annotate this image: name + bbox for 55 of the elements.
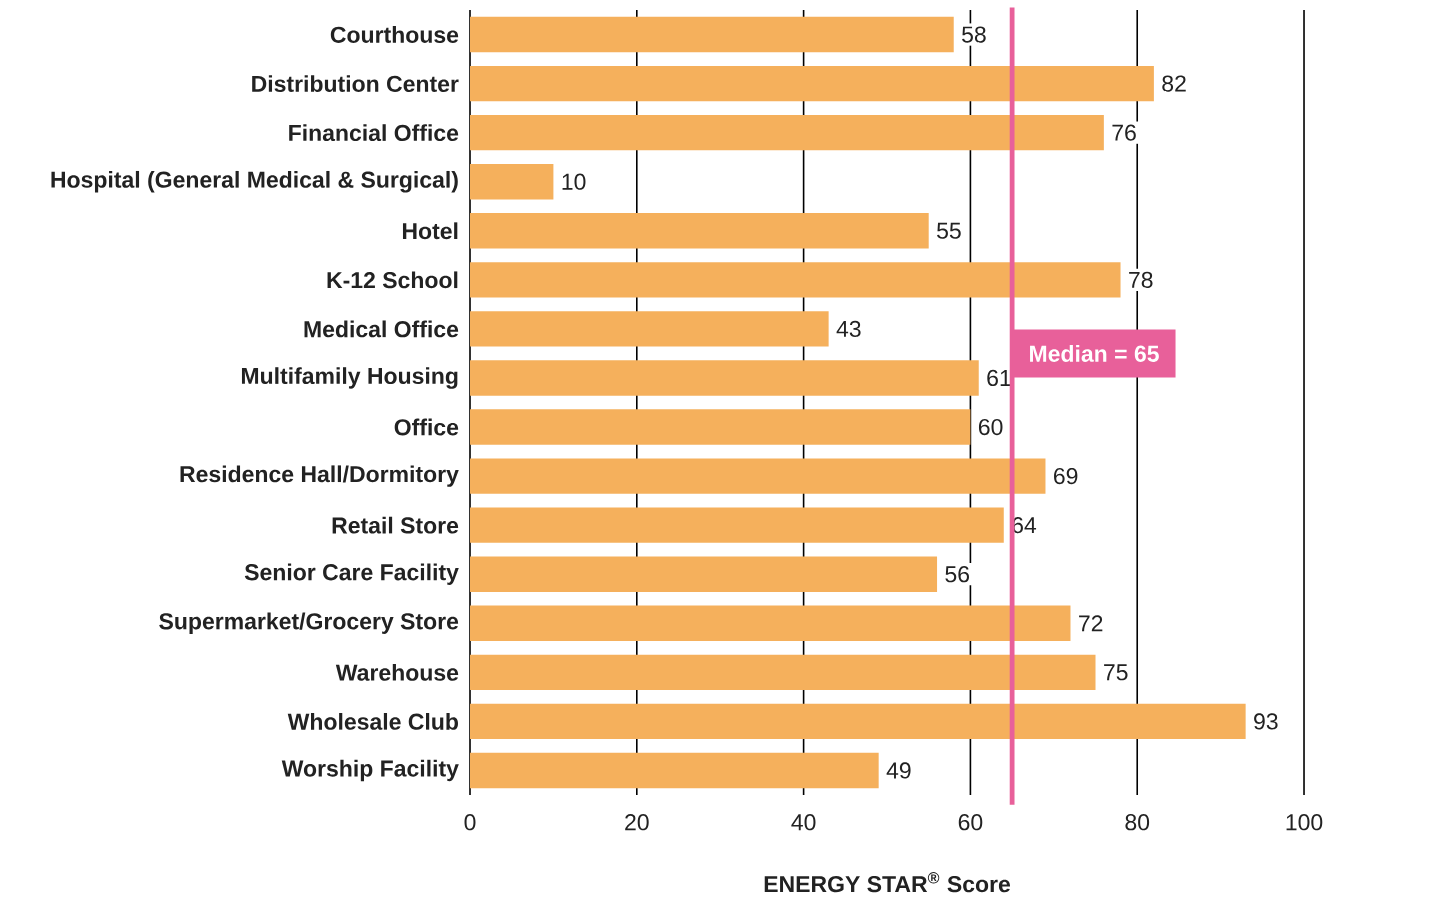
bar bbox=[470, 16, 954, 53]
bar bbox=[470, 654, 1096, 691]
data-label: 60 bbox=[978, 418, 1003, 436]
y-tick-label: Hotel bbox=[402, 222, 458, 240]
y-tick-label: Multifamily Housing bbox=[241, 367, 458, 389]
data-label: 55 bbox=[937, 222, 961, 239]
bar bbox=[470, 409, 971, 445]
data-label: 69 bbox=[1054, 467, 1078, 485]
data-label: 72 bbox=[1079, 615, 1103, 632]
data-label: 76 bbox=[1112, 124, 1136, 141]
bar bbox=[470, 360, 979, 396]
data-label: 93 bbox=[1254, 713, 1278, 730]
x-tick-label: 0 bbox=[464, 814, 476, 831]
y-tick-label: Hospital (General Medical & Surgical) bbox=[51, 170, 458, 193]
y-tick-label: Retail Store bbox=[332, 516, 459, 534]
data-label: 10 bbox=[562, 173, 586, 190]
data-label: 75 bbox=[1104, 664, 1128, 681]
ref-line-label: Median = 65 bbox=[1030, 345, 1159, 362]
bar bbox=[470, 752, 879, 789]
y-tick-label: Medical Office bbox=[304, 320, 459, 338]
y-tick-label: Office bbox=[394, 418, 459, 436]
y-tick-label: Senior Care Facility bbox=[244, 563, 459, 585]
x-axis-title: ENERGY STAR$^{®}$ Score bbox=[764, 872, 1011, 893]
data-label: 78 bbox=[1129, 271, 1153, 289]
bar bbox=[470, 262, 1121, 298]
data-label: 43 bbox=[836, 320, 861, 338]
y-tick-label: Wholesale Club bbox=[287, 713, 458, 730]
data-label: 61 bbox=[987, 369, 1011, 387]
x-tick-label: 100 bbox=[1286, 814, 1323, 831]
x-tick-label: 20 bbox=[625, 814, 649, 831]
bar bbox=[470, 65, 1154, 102]
data-label: 82 bbox=[1162, 75, 1186, 92]
bar bbox=[470, 605, 1071, 641]
x-tick-label: 40 bbox=[791, 814, 816, 831]
x-tick-label: 80 bbox=[1125, 814, 1150, 831]
data-label: 49 bbox=[886, 762, 911, 779]
data-label: 56 bbox=[945, 566, 969, 583]
y-tick-label: Warehouse bbox=[335, 663, 459, 681]
data-label: 58 bbox=[962, 26, 986, 43]
y-tick-label: Financial Office bbox=[289, 124, 459, 142]
bar bbox=[470, 507, 1004, 543]
x-tick-label: 60 bbox=[958, 814, 983, 831]
bar bbox=[470, 703, 1246, 740]
y-tick-label: Residence Hall/Dormitory bbox=[180, 465, 459, 487]
y-tick-label: Worship Facility bbox=[281, 759, 459, 782]
bar bbox=[470, 164, 554, 200]
y-tick-label: Supermarket/Grocery Store bbox=[159, 612, 459, 635]
bar bbox=[470, 115, 1104, 151]
y-tick-label: K-12 School bbox=[327, 271, 458, 289]
y-tick-label: Courthouse bbox=[330, 26, 459, 43]
y-tick-label: Distribution Center bbox=[252, 75, 459, 93]
bar bbox=[470, 213, 929, 249]
bar bbox=[470, 311, 829, 347]
bar bbox=[470, 458, 1046, 494]
bar bbox=[470, 556, 938, 592]
